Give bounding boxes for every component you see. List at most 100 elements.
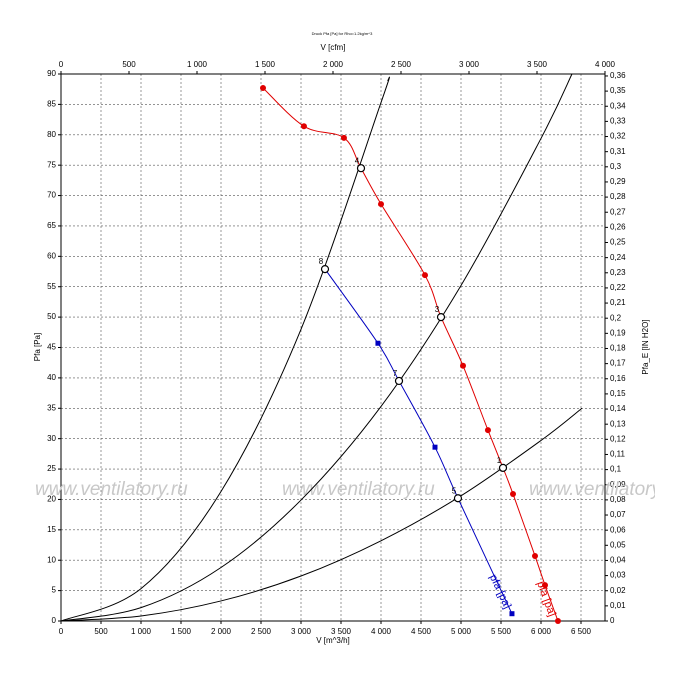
- operating-point-label: 4: [355, 156, 360, 165]
- y2-tick-label: 0,2: [610, 313, 622, 322]
- x-tick-label: 6 000: [531, 627, 552, 636]
- y-tick-label: 0: [52, 616, 57, 625]
- y2-tick-label: 0,18: [610, 344, 626, 353]
- x2-tick-label: 3 000: [459, 60, 480, 69]
- y2-tick-label: 0,13: [610, 419, 626, 428]
- x2-tick-label: 1 500: [255, 60, 276, 69]
- x-tick-label: 4 500: [411, 627, 432, 636]
- y2-tick-label: 0,14: [610, 404, 626, 413]
- y2-tick-label: 0,23: [610, 268, 626, 277]
- y-tick-label: 90: [47, 69, 56, 78]
- x2-tick-label: 2 000: [323, 60, 344, 69]
- y-tick-label: 80: [47, 130, 56, 139]
- y-tick-label: 55: [47, 282, 56, 291]
- data-point: [375, 340, 381, 346]
- y2-tick-label: 0,36: [610, 71, 626, 80]
- y-tick-label: 45: [47, 343, 56, 352]
- operating-point-label: 7: [393, 369, 398, 378]
- x2-tick-label: 0: [59, 60, 64, 69]
- y-tick-label: 5: [52, 586, 57, 595]
- y2-tick-label: 0,31: [610, 147, 626, 156]
- series-label: pfa [pa]: [487, 573, 513, 611]
- y2-tick-label: 0,03: [610, 571, 626, 580]
- x-tick-label: 5 000: [451, 627, 472, 636]
- y2-tick-label: 0,16: [610, 374, 626, 383]
- y2-tick-label: 0,12: [610, 434, 626, 443]
- x2-tick-label: 500: [122, 60, 136, 69]
- chart-title: Druck Pfa [Pa] for Rho=1.2kg/m^3: [312, 31, 373, 36]
- x-tick-label: 5 500: [491, 627, 512, 636]
- y2-tick-label: 0,25: [610, 238, 626, 247]
- series-line: [262, 87, 559, 622]
- x-tick-label: 3 500: [331, 627, 352, 636]
- y2-tick-label: 0,27: [610, 207, 626, 216]
- y-tick-label: 10: [47, 555, 56, 564]
- y-tick-label: 30: [47, 434, 56, 443]
- y-tick-label: 60: [47, 251, 56, 260]
- y2-tick-label: 0,29: [610, 177, 626, 186]
- x-tick-label: 2 000: [211, 627, 232, 636]
- data-point: [300, 123, 307, 130]
- x2-axis-label: V [cfm]: [321, 43, 346, 52]
- y-tick-label: 25: [47, 464, 56, 473]
- x-tick-label: 4 000: [371, 627, 392, 636]
- x-tick-label: 2 500: [251, 627, 272, 636]
- operating-point: [320, 264, 330, 274]
- x-tick-label: 1 500: [171, 627, 192, 636]
- y2-tick-label: 0,11: [610, 450, 626, 459]
- data-point: [554, 618, 561, 624]
- y2-tick-label: 0,19: [610, 328, 626, 337]
- data-point: [422, 272, 428, 279]
- operating-point-label: 8: [319, 257, 324, 266]
- operating-point: [453, 494, 463, 503]
- y2-tick-label: 0,26: [610, 222, 626, 231]
- watermark: www.ventilatory.ru: [282, 479, 435, 500]
- y2-tick-label: 0,01: [610, 601, 626, 610]
- y2-tick-label: 0,15: [610, 389, 626, 398]
- x2-tick-label: 1 000: [187, 60, 208, 69]
- x-tick-label: 0: [59, 627, 64, 636]
- series-line: [60, 407, 583, 622]
- x-tick-label: 500: [94, 627, 108, 636]
- data-point: [340, 134, 347, 141]
- operating-point-label: 1: [497, 456, 502, 465]
- data-point: [510, 490, 516, 497]
- x2-tick-label: 4 000: [595, 60, 616, 69]
- y-axis-label: Pfa [Pa]: [33, 333, 42, 361]
- watermark: www.ventilatory.ru: [529, 479, 682, 500]
- y2-tick-label: 0,3: [610, 162, 622, 171]
- data-point: [378, 201, 384, 208]
- x-tick-label: 1 000: [131, 627, 152, 636]
- x2-tick-label: 3 500: [527, 60, 548, 69]
- y2-tick-label: 0: [610, 616, 615, 625]
- y2-tick-label: 0,07: [610, 510, 626, 519]
- y2-tick-label: 0,04: [610, 556, 626, 565]
- y2-tick-label: 0,28: [610, 192, 626, 201]
- x-tick-label: 6 500: [571, 627, 592, 636]
- series-line: [60, 76, 390, 622]
- operating-point: [356, 164, 366, 173]
- y2-tick-label: 0,34: [610, 101, 626, 110]
- y2-tick-label: 0,24: [610, 253, 626, 262]
- data-point: [532, 552, 538, 559]
- y2-tick-label: 0,1: [610, 465, 622, 474]
- y-tick-label: 70: [47, 191, 56, 200]
- data-point: [260, 84, 266, 91]
- y2-tick-label: 0,22: [610, 283, 626, 292]
- data-point: [542, 582, 548, 589]
- y-tick-label: 40: [47, 373, 56, 382]
- operating-point: [394, 376, 404, 386]
- y2-tick-label: 0,21: [610, 298, 626, 307]
- data-point: [509, 611, 515, 617]
- y-tick-label: 15: [47, 525, 56, 534]
- y-tick-label: 85: [47, 99, 56, 108]
- y2-tick-label: 0,09: [610, 480, 626, 489]
- y-tick-label: 65: [47, 221, 56, 230]
- x-tick-label: 3 000: [291, 627, 312, 636]
- y-tick-label: 50: [47, 312, 56, 321]
- y2-tick-label: 0,35: [610, 86, 626, 95]
- y2-tick-label: 0,17: [610, 359, 626, 368]
- plot-frame: [60, 73, 606, 622]
- y2-tick-label: 0,33: [610, 116, 626, 125]
